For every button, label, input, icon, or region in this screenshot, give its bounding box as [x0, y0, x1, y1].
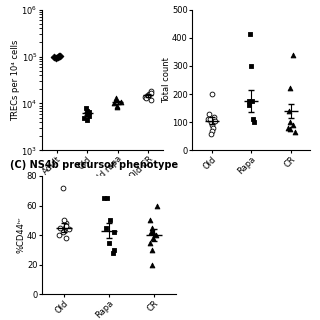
Point	[66, 227, 71, 232]
Point	[142, 94, 147, 99]
Point	[57, 225, 62, 230]
Point	[288, 86, 293, 91]
Point	[208, 131, 213, 136]
Text: (C) NS4b precursor phenotype: (C) NS4b precursor phenotype	[10, 160, 178, 170]
Point	[63, 224, 68, 229]
Point	[111, 247, 116, 252]
Point	[51, 54, 56, 59]
Point	[249, 99, 254, 104]
Point	[111, 230, 116, 235]
Point	[106, 240, 111, 245]
Point	[56, 54, 61, 60]
Point	[151, 230, 156, 235]
Point	[248, 63, 253, 68]
Point	[113, 96, 118, 101]
Point	[83, 106, 88, 111]
Point	[118, 99, 123, 104]
Point	[62, 228, 67, 233]
Point	[247, 31, 252, 36]
Point	[82, 115, 87, 120]
Point	[64, 221, 69, 226]
Point	[246, 103, 252, 108]
Point	[104, 196, 109, 201]
Point	[212, 114, 217, 119]
Point	[103, 225, 108, 230]
Point	[62, 218, 67, 223]
Point	[247, 99, 252, 104]
Point	[250, 117, 255, 122]
Y-axis label: %CD44ʰʳ: %CD44ʰʳ	[16, 217, 25, 253]
Point	[149, 247, 155, 252]
Point	[112, 101, 117, 106]
Point	[154, 233, 159, 238]
Point	[149, 89, 154, 94]
Y-axis label: TRECs per 10⁴ cells: TRECs per 10⁴ cells	[11, 39, 20, 121]
Y-axis label: Total count: Total count	[162, 57, 171, 103]
Point	[209, 128, 214, 133]
Point	[64, 236, 69, 241]
Point	[148, 90, 154, 95]
Point	[56, 53, 61, 58]
Point	[114, 103, 119, 108]
Point	[287, 120, 292, 125]
Point	[101, 196, 107, 201]
Point	[209, 120, 214, 125]
Point	[285, 125, 290, 131]
Point	[60, 230, 66, 235]
Point	[287, 108, 292, 114]
Point	[149, 225, 154, 230]
Point	[84, 117, 90, 122]
Point	[85, 108, 90, 113]
Point	[287, 127, 292, 132]
Point	[155, 203, 160, 208]
Point	[143, 96, 148, 101]
Point	[206, 117, 211, 122]
Point	[110, 250, 115, 255]
Point	[206, 111, 212, 116]
Point	[61, 185, 66, 190]
Point	[212, 118, 218, 124]
Point	[149, 230, 154, 235]
Point	[58, 53, 63, 59]
Point	[87, 113, 92, 118]
Point	[63, 225, 68, 230]
Point	[115, 104, 120, 109]
Point	[209, 92, 214, 97]
Point	[208, 117, 213, 122]
Point	[54, 55, 59, 60]
Point	[148, 97, 154, 102]
Point	[86, 110, 91, 115]
Point	[292, 130, 297, 135]
Point	[209, 123, 214, 128]
Point	[147, 240, 152, 245]
Point	[107, 218, 112, 223]
Point	[85, 111, 90, 116]
Point	[151, 236, 156, 241]
Point	[56, 233, 61, 238]
Point	[290, 123, 295, 128]
Point	[251, 120, 256, 125]
Point	[146, 93, 151, 98]
Point	[146, 91, 151, 96]
Point	[147, 218, 152, 223]
Point	[290, 52, 295, 57]
Point	[211, 125, 216, 131]
Point	[149, 262, 154, 268]
Point	[114, 97, 119, 102]
